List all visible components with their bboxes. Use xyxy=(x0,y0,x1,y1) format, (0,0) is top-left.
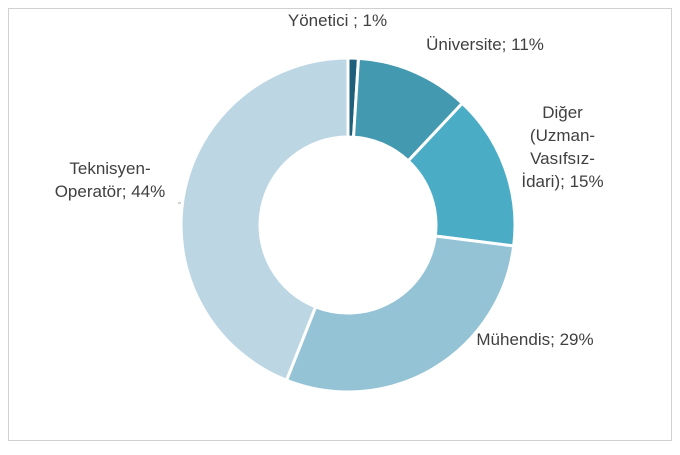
label-category: Diğer (Uzman-Vasıfsız-İdari); xyxy=(521,103,596,191)
label-value: 11% xyxy=(511,35,544,54)
label-category: Yönetici ; xyxy=(287,11,358,30)
data-label: Teknisyen-Operatör; 44% xyxy=(45,157,175,203)
chart-frame xyxy=(8,8,672,441)
label-value: 29% xyxy=(559,330,594,349)
data-label: Mühendis; 29% xyxy=(475,328,595,351)
data-label: Üniversite; 11% xyxy=(425,33,545,56)
data-label: Diğer (Uzman-Vasıfsız-İdari); 15% xyxy=(510,101,615,193)
label-value: 15% xyxy=(569,172,604,191)
label-category: Teknisyen-Operatör; xyxy=(54,159,151,201)
label-value: 1% xyxy=(362,11,388,30)
data-label: Yönetici ; 1% xyxy=(285,9,390,32)
label-category: Üniversite; xyxy=(426,35,507,54)
donut-slice xyxy=(284,234,516,394)
donut-slice xyxy=(179,56,350,383)
label-value: 44% xyxy=(131,182,166,201)
label-category: Mühendis; xyxy=(476,330,555,349)
